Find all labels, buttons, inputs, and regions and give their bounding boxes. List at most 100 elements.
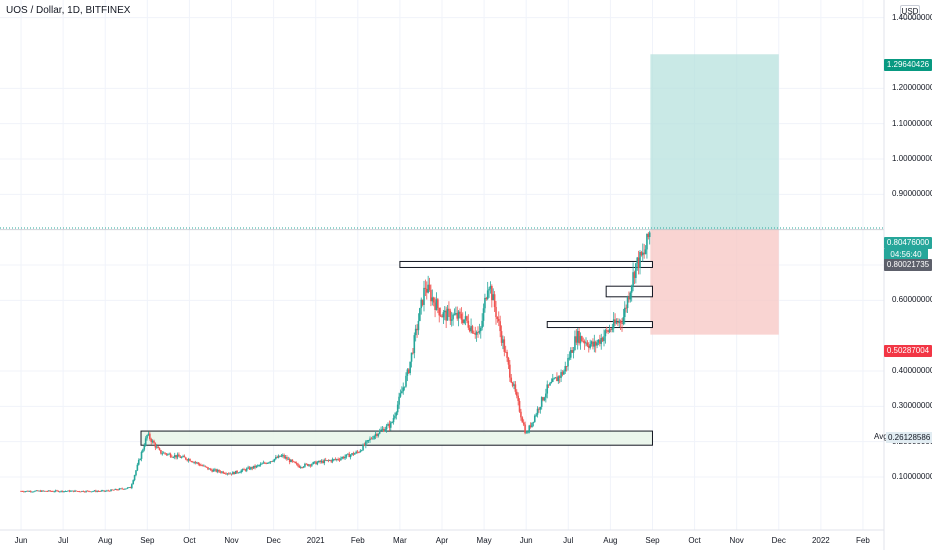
- candle-body: [250, 467, 252, 470]
- symbol-title[interactable]: UOS / Dollar, 1D, BITFINEX: [6, 5, 131, 16]
- candle-body: [475, 332, 478, 335]
- currency-button[interactable]: USD: [900, 5, 920, 19]
- candle-body: [626, 297, 629, 309]
- candle-body: [108, 490, 111, 492]
- candle-body: [525, 432, 528, 434]
- candle-body: [95, 490, 97, 492]
- candle-body: [126, 487, 129, 489]
- candle-body: [395, 412, 398, 416]
- candle-body: [234, 470, 237, 475]
- candle-body: [641, 252, 644, 256]
- candle-body: [42, 490, 45, 492]
- candle-body: [603, 336, 605, 342]
- candle-body: [47, 490, 50, 492]
- candle-body: [96, 491, 99, 492]
- candle-body: [384, 429, 387, 432]
- candle-body: [392, 418, 395, 423]
- candle-body: [510, 377, 513, 383]
- candle-body: [514, 384, 517, 392]
- candle-body: [492, 294, 495, 301]
- candle-body: [302, 466, 305, 468]
- candle-body: [247, 467, 249, 469]
- candle-body: [262, 462, 265, 464]
- candle-body: [371, 438, 374, 440]
- candle-body: [266, 462, 269, 464]
- candle-body: [410, 352, 413, 362]
- candle-body: [388, 423, 391, 428]
- candle-body: [61, 490, 64, 492]
- candle-body: [110, 489, 112, 492]
- average-label: Avg: [874, 432, 888, 441]
- candle-body: [275, 457, 277, 459]
- candle-body: [36, 490, 39, 492]
- candle-body: [466, 316, 468, 321]
- candle-body: [532, 421, 535, 423]
- candle-body: [639, 252, 641, 268]
- candle-body: [377, 433, 380, 436]
- candle-body: [528, 425, 531, 433]
- candle-body: [236, 470, 238, 473]
- candle-body: [232, 472, 234, 475]
- candle-body: [347, 453, 349, 455]
- candle-body: [370, 438, 373, 440]
- candle-body: [621, 322, 623, 325]
- candle-body: [38, 490, 40, 492]
- candle-body: [121, 488, 123, 490]
- bar-countdown-tag: 04:56:40: [884, 249, 928, 260]
- candle-body: [389, 422, 392, 428]
- y-tick-label: 1.10000000: [892, 118, 932, 128]
- candle-body: [499, 321, 501, 332]
- candle-body: [507, 357, 510, 365]
- x-tick-label: Jul: [58, 536, 69, 545]
- candle-body: [101, 490, 104, 492]
- candle-body: [160, 449, 162, 454]
- candle-body: [223, 473, 226, 475]
- candle-body: [27, 490, 29, 492]
- candle-body: [172, 457, 175, 458]
- candle-body: [165, 453, 168, 455]
- candle-body: [578, 331, 580, 344]
- x-tick-label: Feb: [856, 536, 870, 545]
- candle-body: [244, 469, 247, 471]
- candle-body: [93, 490, 96, 492]
- candle-body: [482, 308, 485, 321]
- candle-body: [442, 312, 445, 318]
- candle-body: [259, 463, 262, 466]
- candle-body: [28, 491, 31, 492]
- candle-body: [569, 350, 572, 358]
- candle-body: [107, 490, 110, 492]
- candle-body: [317, 460, 320, 463]
- candle-body: [144, 438, 147, 446]
- candle-body: [319, 460, 321, 463]
- candle-body: [420, 299, 423, 309]
- candle-body: [323, 459, 326, 464]
- candle-body: [643, 252, 645, 255]
- candle-body: [628, 297, 630, 300]
- candle-body: [556, 377, 558, 382]
- candle-body: [157, 446, 159, 449]
- candle-body: [119, 488, 122, 490]
- candle-body: [435, 299, 438, 311]
- candle-body: [288, 458, 291, 463]
- candle-body: [99, 491, 101, 492]
- candle-body: [419, 308, 421, 321]
- candle-body: [571, 350, 573, 353]
- x-tick-label: Nov: [224, 536, 239, 545]
- candle-body: [103, 490, 105, 492]
- candle-body: [75, 490, 78, 492]
- x-tick-label: Oct: [183, 536, 196, 545]
- candle-body: [255, 465, 258, 468]
- candle-body: [313, 461, 316, 463]
- candle-body: [82, 490, 85, 492]
- candle-body: [636, 257, 639, 264]
- candle-body: [129, 487, 132, 489]
- candle-body: [457, 311, 460, 319]
- candle-body: [205, 466, 208, 468]
- average-price-tag: 0.26128586: [886, 432, 932, 443]
- candle-body: [536, 408, 539, 415]
- candle-body: [460, 313, 463, 320]
- candle-body: [77, 491, 79, 492]
- candle-body: [167, 453, 169, 455]
- profit-zone: [650, 54, 779, 230]
